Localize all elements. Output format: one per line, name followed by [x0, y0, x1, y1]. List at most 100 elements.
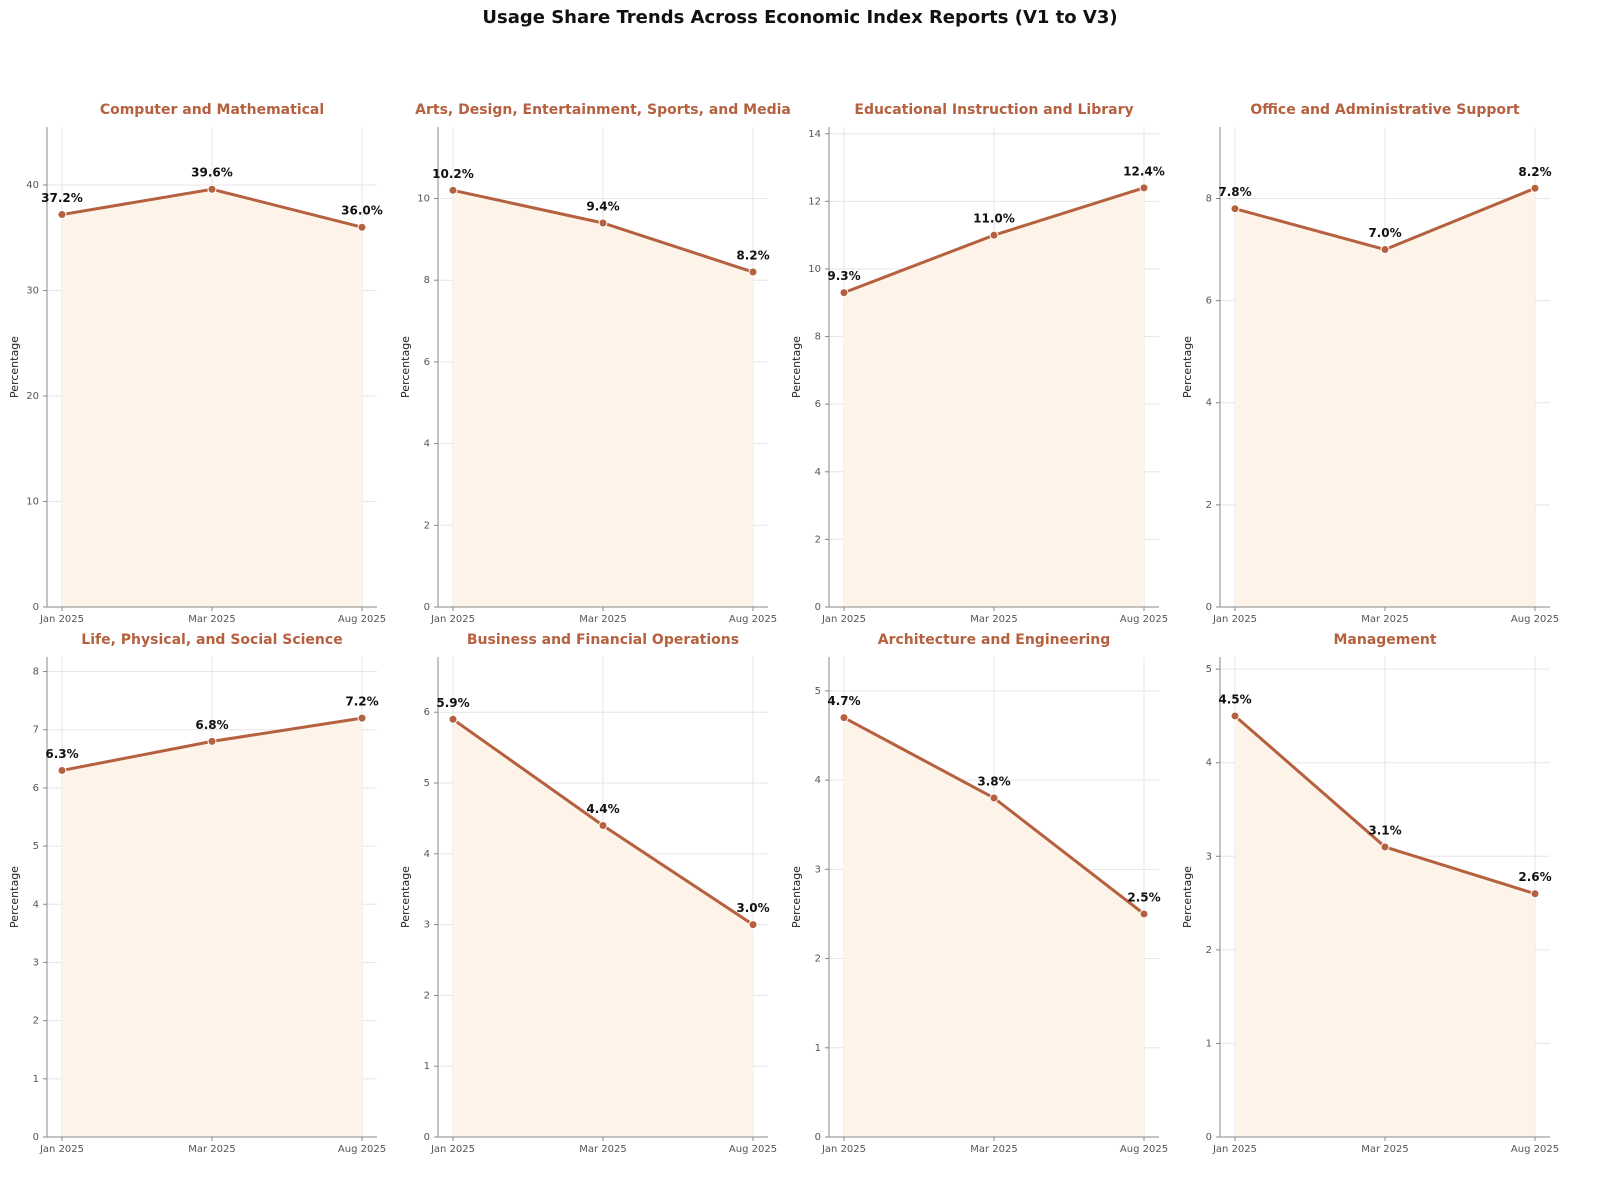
y-axis-label: Percentage — [399, 866, 412, 928]
value-label: 3.8% — [977, 774, 1010, 788]
value-label: 6.3% — [45, 747, 78, 761]
point — [1530, 183, 1540, 193]
y-axis-label: Percentage — [1181, 866, 1194, 928]
x-tick-label: Jan 2025 — [39, 614, 84, 625]
y-tick-label: 8 — [815, 332, 821, 343]
y-tick-label: 4 — [33, 899, 39, 910]
point — [1380, 245, 1390, 255]
y-tick-label: 7 — [33, 725, 39, 736]
subplot-title: Architecture and Engineering — [878, 632, 1111, 648]
point — [598, 218, 608, 228]
value-label: 8.2% — [1518, 165, 1551, 179]
y-tick-label: 0 — [424, 602, 430, 613]
subplot: Educational Instruction and Library 0 2 4 6 8… — [790, 102, 1168, 625]
y-tick-label: 5 — [815, 686, 821, 697]
value-label: 39.6% — [191, 166, 233, 180]
y-tick-label: 14 — [808, 129, 821, 140]
x-tick-label: Mar 2025 — [1361, 614, 1409, 625]
y-axis-label: Percentage — [1181, 336, 1194, 398]
x-tick-label: Aug 2025 — [338, 1144, 386, 1155]
point — [839, 288, 849, 298]
subplot-title: Life, Physical, and Social Science — [81, 632, 342, 648]
area — [1235, 715, 1535, 1137]
point — [448, 185, 458, 195]
value-label: 5.9% — [436, 696, 469, 710]
x-tick-label: Jan 2025 — [821, 1144, 866, 1155]
x-tick-label: Mar 2025 — [970, 1144, 1018, 1155]
point — [1380, 842, 1390, 852]
point — [748, 267, 758, 277]
subplot: Management 0 1 2 3 4 5 Jan 2025 Mar 2025 Aug 2025… — [1181, 632, 1559, 1155]
point — [357, 713, 367, 723]
x-tick-label: Aug 2025 — [729, 614, 777, 625]
y-tick-label: 3 — [1206, 851, 1212, 862]
value-label: 11.0% — [973, 212, 1015, 226]
point — [448, 714, 458, 724]
y-tick-label: 4 — [1206, 398, 1212, 409]
x-tick-label: Mar 2025 — [188, 1144, 236, 1155]
y-tick-label: 12 — [808, 196, 821, 207]
y-tick-label: 6 — [815, 399, 821, 410]
y-tick-label: 20 — [26, 391, 39, 402]
subplot-title: Office and Administrative Support — [1250, 102, 1519, 118]
subplot-title: Business and Financial Operations — [467, 632, 739, 648]
value-label: 9.4% — [586, 200, 619, 214]
y-tick-label: 0 — [1206, 602, 1212, 613]
area — [844, 187, 1144, 607]
point — [748, 920, 758, 930]
value-label: 4.7% — [827, 694, 860, 708]
y-tick-label: 10 — [808, 264, 821, 275]
value-label: 3.0% — [736, 901, 769, 915]
x-tick-label: Aug 2025 — [729, 1144, 777, 1155]
value-label: 4.4% — [586, 802, 619, 816]
subplot-title: Educational Instruction and Library — [854, 102, 1133, 118]
point — [1139, 909, 1149, 919]
y-tick-label: 5 — [1206, 664, 1212, 675]
x-tick-label: Jan 2025 — [1212, 614, 1257, 625]
subplot: Office and Administrative Support 0 2 4 6 8 Ja… — [1181, 102, 1559, 625]
area — [62, 189, 362, 607]
y-tick-label: 4 — [1206, 758, 1212, 769]
area — [453, 190, 753, 607]
subplot-title: Management — [1333, 632, 1436, 648]
point — [1230, 711, 1240, 721]
figure-title: Usage Share Trends Across Economic Index… — [482, 7, 1117, 28]
x-tick-label: Jan 2025 — [39, 1144, 84, 1155]
x-tick-label: Aug 2025 — [1511, 1144, 1559, 1155]
point — [57, 210, 67, 220]
value-label: 3.1% — [1368, 823, 1401, 837]
y-tick-label: 0 — [815, 602, 821, 613]
y-axis-label: Percentage — [8, 336, 21, 398]
y-tick-label: 2 — [1206, 945, 1212, 956]
y-tick-label: 8 — [33, 667, 39, 678]
y-axis-label: Percentage — [399, 336, 412, 398]
area — [844, 717, 1144, 1137]
y-tick-label: 2 — [424, 990, 430, 1001]
value-label: 4.5% — [1218, 692, 1251, 706]
y-tick-label: 0 — [815, 1132, 821, 1143]
point — [989, 230, 999, 240]
y-tick-label: 4 — [424, 439, 430, 450]
y-tick-label: 1 — [1206, 1038, 1212, 1049]
y-tick-label: 2 — [815, 954, 821, 965]
x-tick-label: Aug 2025 — [1511, 614, 1559, 625]
point — [1139, 183, 1149, 193]
value-label: 37.2% — [41, 191, 83, 205]
y-tick-label: 0 — [33, 602, 39, 613]
x-tick-label: Mar 2025 — [1361, 1144, 1409, 1155]
y-tick-label: 6 — [33, 783, 39, 794]
y-axis-label: Percentage — [8, 866, 21, 928]
y-tick-label: 3 — [33, 957, 39, 968]
y-tick-label: 1 — [424, 1061, 430, 1072]
value-label: 12.4% — [1123, 164, 1165, 178]
x-tick-label: Aug 2025 — [1120, 614, 1168, 625]
value-label: 10.2% — [432, 167, 474, 181]
value-label: 6.8% — [195, 718, 228, 732]
y-tick-label: 8 — [424, 275, 430, 286]
point — [839, 713, 849, 723]
point — [207, 184, 217, 194]
y-axis-label: Percentage — [790, 866, 803, 928]
y-tick-label: 1 — [33, 1074, 39, 1085]
y-tick-label: 0 — [33, 1132, 39, 1143]
